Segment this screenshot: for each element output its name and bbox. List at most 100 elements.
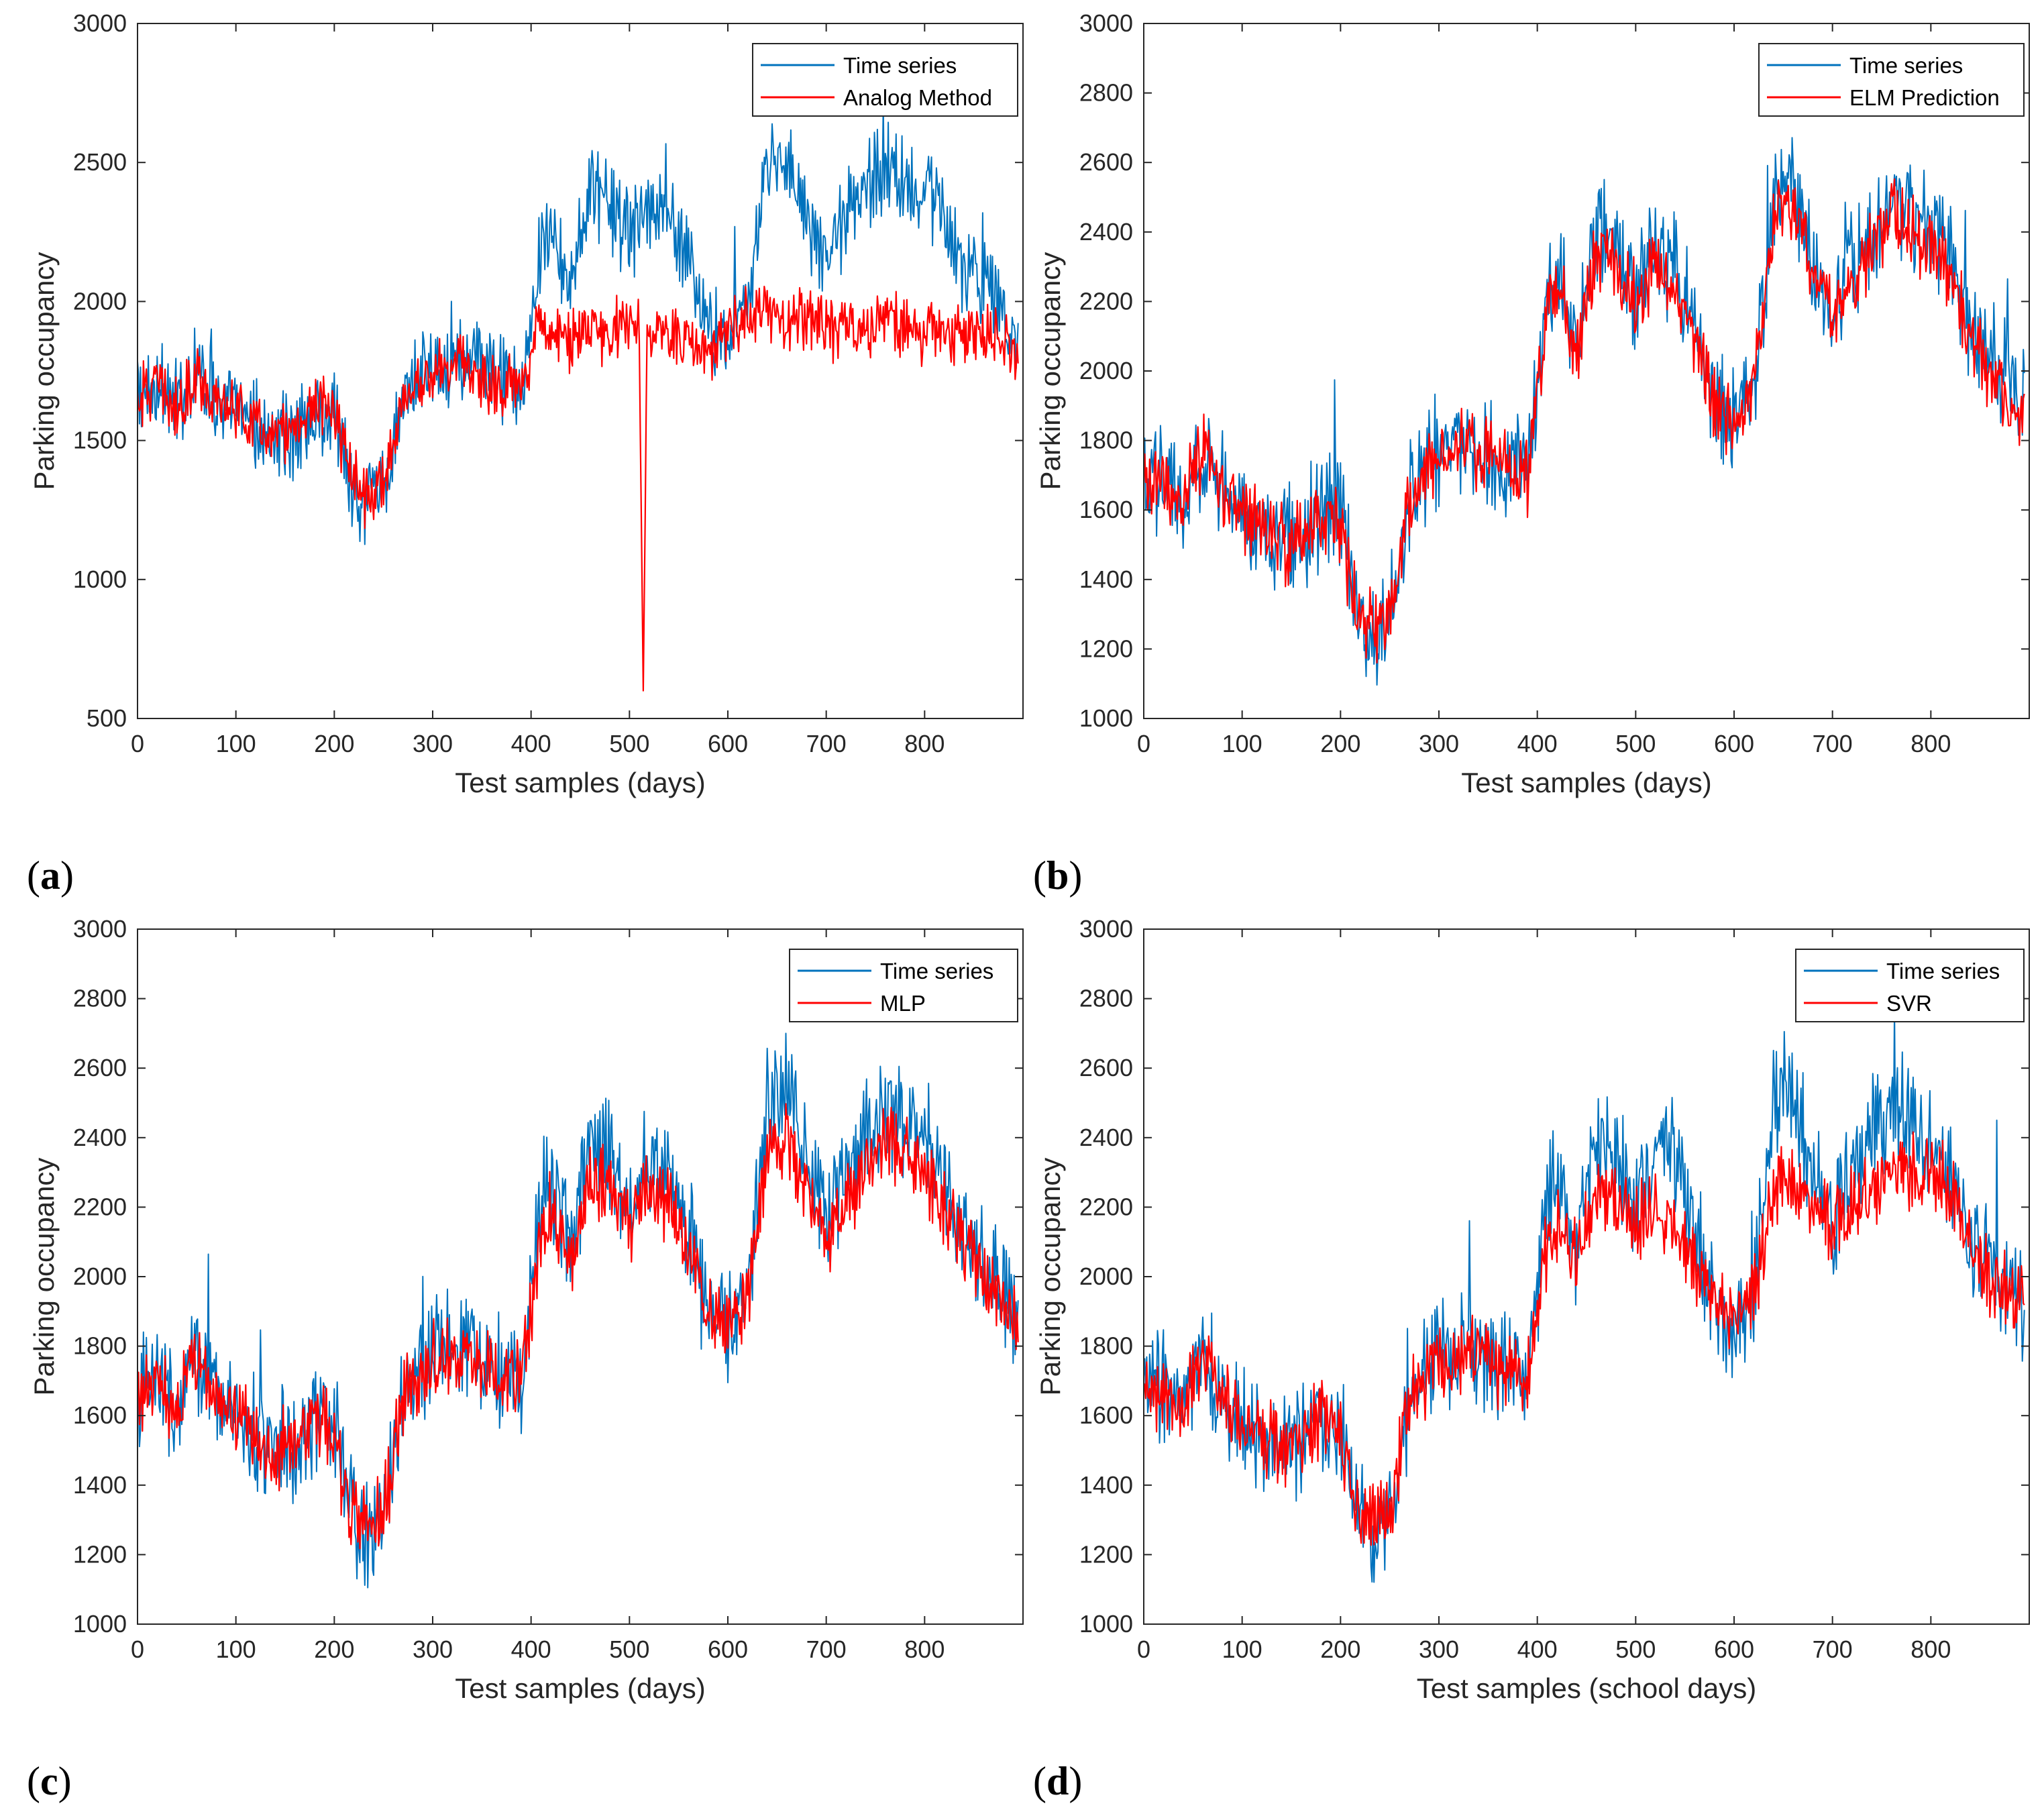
y-tick-label: 1400 xyxy=(1079,1471,1133,1499)
legend-label: MLP xyxy=(880,991,926,1016)
panel-label: (d) xyxy=(1033,1759,1082,1803)
x-tick-label: 500 xyxy=(1615,730,1656,757)
y-tick-label: 3000 xyxy=(73,9,127,37)
x-tick-label: 100 xyxy=(216,1636,256,1663)
x-tick-label: 600 xyxy=(1714,1636,1754,1663)
legend-box xyxy=(1758,43,2025,117)
chart-panel-b: 0 100 200 300 400 500 600 700 800 1000 1200 1400 160… xyxy=(1033,9,2030,898)
x-tick-label: 100 xyxy=(1222,730,1262,757)
y-tick-label: 2600 xyxy=(73,1054,127,1081)
x-tick-label: 200 xyxy=(1320,1636,1360,1663)
chart-panel-d: 0 100 200 300 400 500 600 700 800 1000 1200 1400 160… xyxy=(1033,915,2030,1803)
x-tick-label: 600 xyxy=(708,730,748,757)
y-tick-label: 1200 xyxy=(1079,1540,1133,1568)
legend-label: ELM Prediction xyxy=(1849,85,2000,110)
legend-label: SVR xyxy=(1886,991,1932,1016)
legend-box xyxy=(789,949,1018,1022)
y-tick-label: 2500 xyxy=(73,148,127,176)
legend-label: Analog Method xyxy=(843,85,992,110)
y-tick-label: 1600 xyxy=(1079,1401,1133,1429)
x-tick-label: 400 xyxy=(511,1636,551,1663)
x-tick-label: 100 xyxy=(216,730,256,757)
y-tick-label: 1000 xyxy=(1079,704,1133,732)
y-tick-label: 1600 xyxy=(1079,496,1133,523)
x-tick-label: 700 xyxy=(1813,1636,1853,1663)
x-tick-label: 300 xyxy=(1419,730,1459,757)
y-tick-label: 2400 xyxy=(1079,218,1133,246)
legend-label: Time series xyxy=(880,959,993,983)
x-tick-label: 300 xyxy=(1419,1636,1459,1663)
legend: Time series MLP xyxy=(789,949,1018,1022)
y-tick-label: 1800 xyxy=(1079,1332,1133,1360)
legend-box xyxy=(1795,949,2025,1022)
series-line-svr xyxy=(1144,1131,2025,1546)
y-tick-label: 500 xyxy=(87,704,127,732)
x-tick-label: 0 xyxy=(131,1636,144,1663)
x-tick-label: 800 xyxy=(1911,730,1951,757)
y-tick-label: 3000 xyxy=(1079,9,1133,37)
legend-label: Time series xyxy=(1886,959,2000,983)
y-tick-label: 1500 xyxy=(73,427,127,454)
plot-area xyxy=(1144,23,2029,718)
y-tick-label: 2800 xyxy=(73,985,127,1012)
y-tick-label: 2400 xyxy=(73,1124,127,1151)
legend-label: Time series xyxy=(1849,53,1963,78)
y-tick-label: 2800 xyxy=(1079,79,1133,107)
y-tick-label: 1000 xyxy=(73,566,127,593)
legend: Time series ELM Prediction xyxy=(1758,43,2025,117)
y-tick-label: 2000 xyxy=(1079,1263,1133,1290)
legend: Time series SVR xyxy=(1795,949,2025,1022)
x-tick-label: 100 xyxy=(1222,1636,1262,1663)
x-tick-label: 0 xyxy=(1137,1636,1150,1663)
x-tick-label: 500 xyxy=(609,730,649,757)
y-tick-label: 2800 xyxy=(1079,985,1133,1012)
y-axis-label: Parking occupancy xyxy=(1034,252,1066,490)
series-line-time-series xyxy=(1144,1006,2025,1583)
legend-box xyxy=(752,43,1018,117)
panel-label: (b) xyxy=(1033,853,1082,898)
y-tick-label: 2600 xyxy=(1079,148,1133,176)
y-tick-label: 2200 xyxy=(1079,1193,1133,1220)
y-axis-label: Parking occupancy xyxy=(28,1158,60,1396)
x-tick-label: 700 xyxy=(1813,730,1853,757)
series-line-analog-method xyxy=(138,285,1019,692)
x-tick-label: 400 xyxy=(1517,730,1558,757)
x-axis-label: Test samples (days) xyxy=(1461,767,1711,798)
y-axis-label: Parking occupancy xyxy=(28,252,60,490)
y-tick-label: 1400 xyxy=(1079,566,1133,593)
series-line-time-series xyxy=(138,102,1019,545)
x-tick-label: 0 xyxy=(131,730,144,757)
y-tick-label: 1800 xyxy=(1079,427,1133,454)
x-tick-label: 400 xyxy=(1517,1636,1558,1663)
x-tick-label: 400 xyxy=(511,730,551,757)
y-tick-label: 2000 xyxy=(73,287,127,315)
x-tick-label: 0 xyxy=(1137,730,1150,757)
x-tick-label: 700 xyxy=(806,730,847,757)
series-line-mlp xyxy=(138,1103,1019,1550)
y-tick-label: 2000 xyxy=(73,1263,127,1290)
x-tick-label: 700 xyxy=(806,1636,847,1663)
plot-area xyxy=(1144,929,2029,1624)
legend: Time series Analog Method xyxy=(752,43,1018,117)
x-tick-label: 500 xyxy=(609,1636,649,1663)
y-tick-label: 1000 xyxy=(1079,1610,1133,1638)
x-axis-label: Test samples (days) xyxy=(455,1672,705,1704)
y-axis-label: Parking occupancy xyxy=(1034,1158,1066,1396)
y-tick-label: 1400 xyxy=(73,1471,127,1499)
axes-box xyxy=(137,23,1024,719)
x-tick-label: 200 xyxy=(314,1636,354,1663)
y-tick-label: 1800 xyxy=(73,1332,127,1360)
plot-area xyxy=(138,929,1023,1624)
y-tick-label: 1000 xyxy=(73,1610,127,1638)
x-tick-label: 600 xyxy=(1714,730,1754,757)
x-tick-label: 200 xyxy=(1320,730,1360,757)
y-tick-label: 1200 xyxy=(73,1540,127,1568)
y-tick-label: 3000 xyxy=(1079,915,1133,943)
chart-panel-a: 0 100 200 300 400 500 600 700 800 500 1000 1500 2000… xyxy=(27,9,1024,898)
x-tick-label: 800 xyxy=(904,730,945,757)
y-tick-label: 3000 xyxy=(73,915,127,943)
x-tick-label: 600 xyxy=(708,1636,748,1663)
x-axis-label: Test samples (school days) xyxy=(1417,1672,1757,1704)
panel-label: (c) xyxy=(27,1759,72,1803)
